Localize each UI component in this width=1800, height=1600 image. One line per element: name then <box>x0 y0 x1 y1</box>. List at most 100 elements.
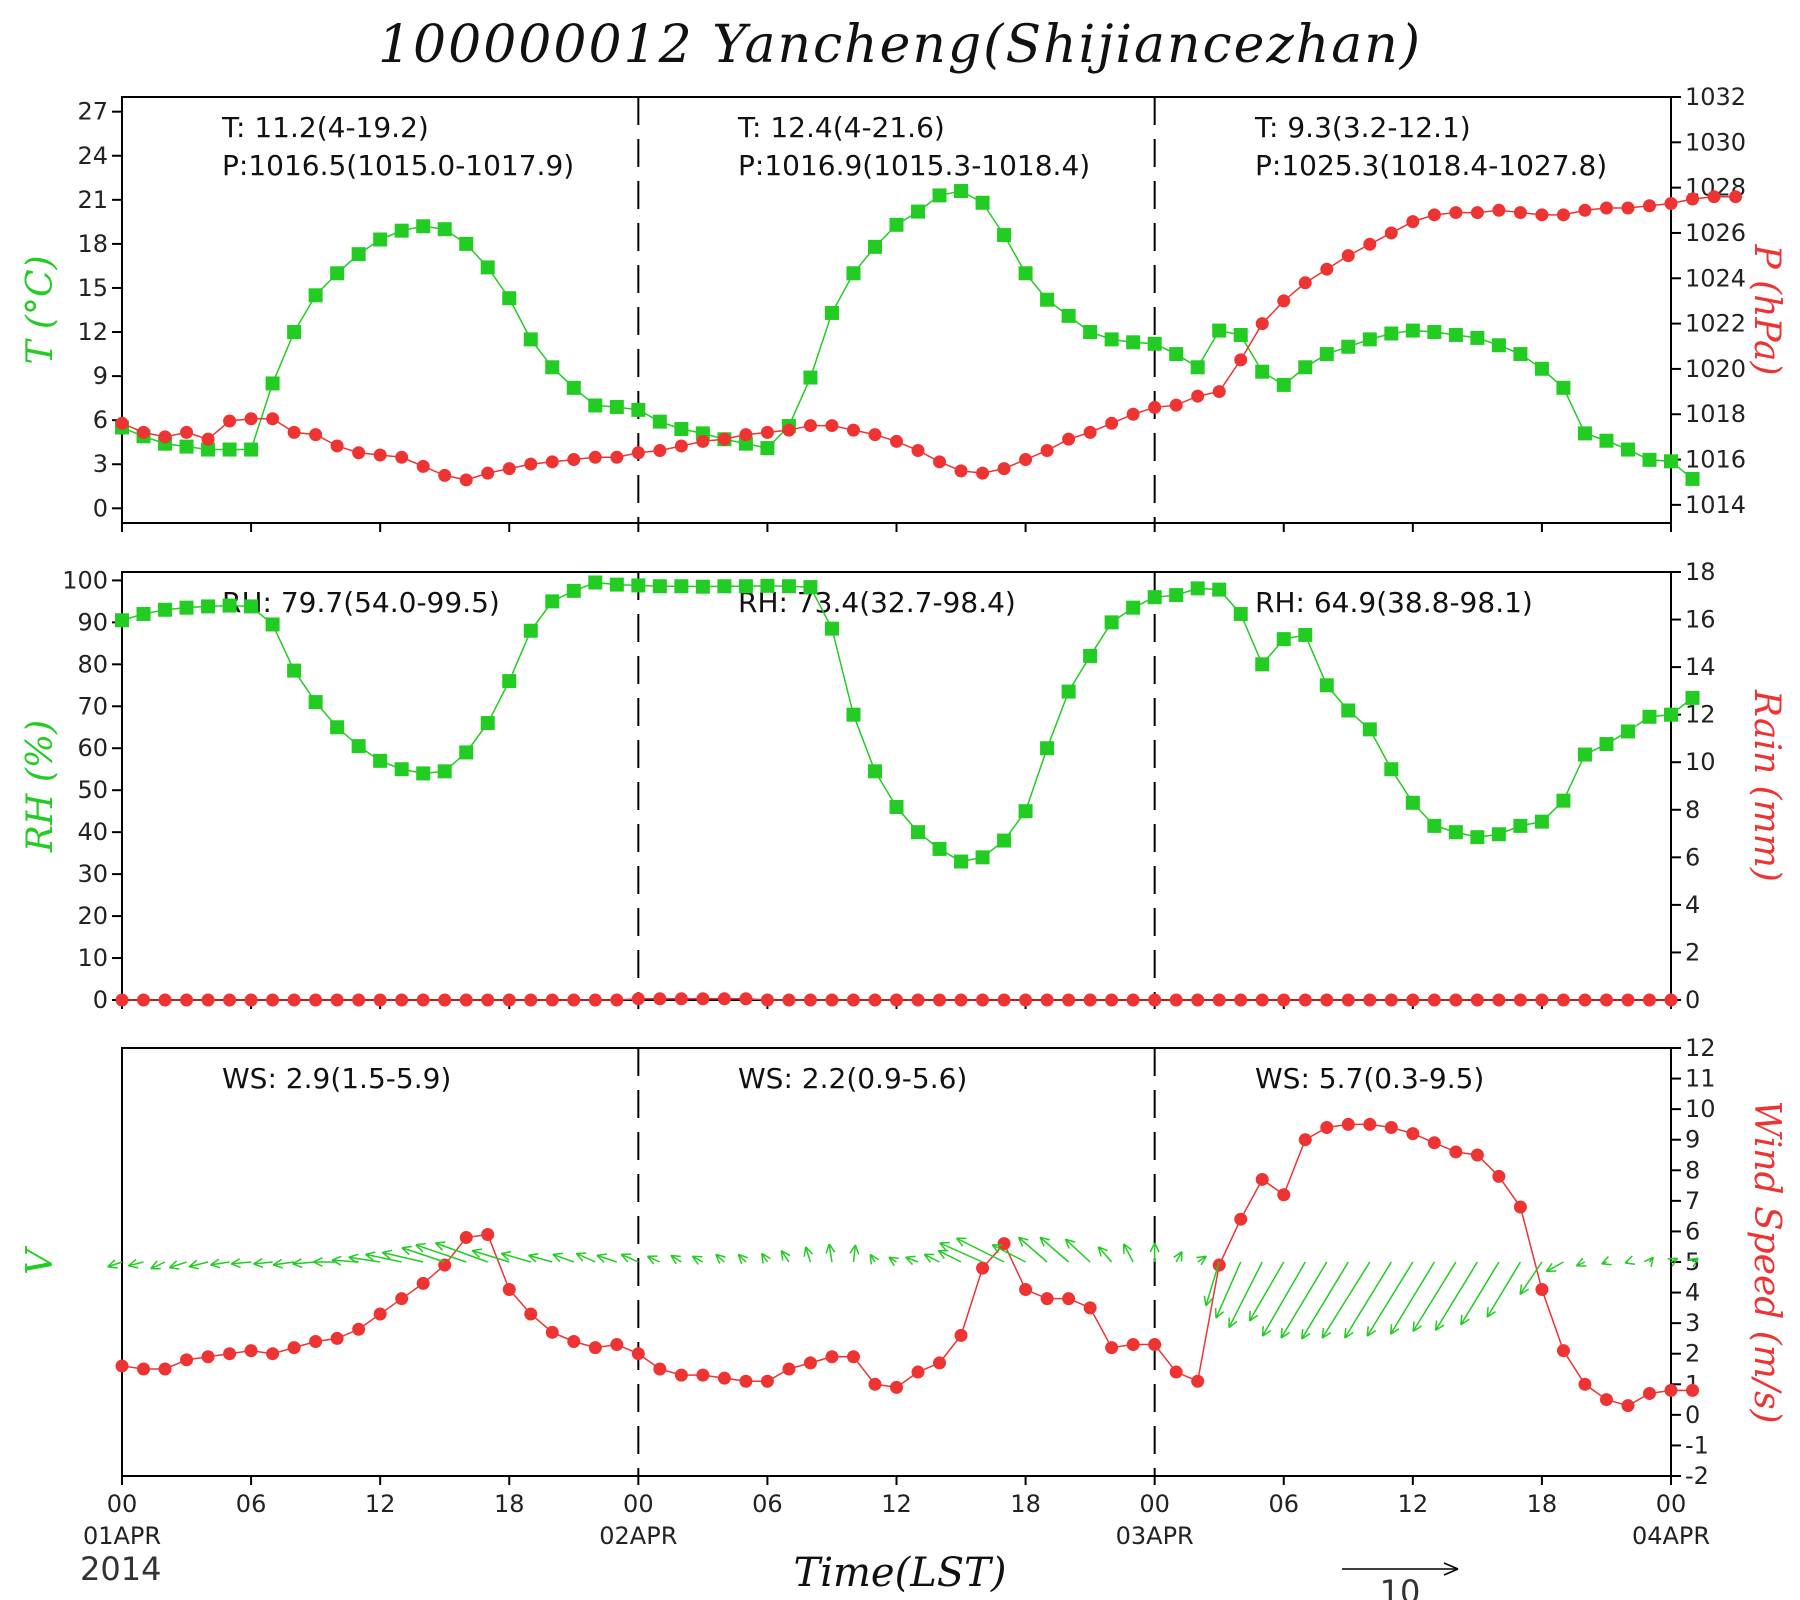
data-point <box>1686 192 1700 206</box>
data-point <box>1169 398 1183 412</box>
data-point <box>911 825 926 840</box>
y-right-tick-label: 10 <box>1685 748 1716 776</box>
data-point <box>846 993 860 1007</box>
data-point <box>782 423 796 437</box>
wind-vector-head <box>188 1259 198 1268</box>
data-point <box>1492 203 1506 217</box>
data-point <box>1621 1399 1635 1413</box>
data-point <box>1298 276 1312 290</box>
data-point <box>717 432 731 446</box>
wind-vector-head <box>1203 1295 1207 1306</box>
wind-vector <box>991 1244 1026 1263</box>
wind-vector-head <box>401 1245 412 1249</box>
data-point <box>373 232 388 247</box>
y-right-tick-label: 8 <box>1685 1156 1700 1184</box>
data-point <box>1126 600 1141 615</box>
wind-vector-head <box>471 1250 481 1258</box>
wind-vector <box>692 1255 704 1263</box>
wind-vector-head <box>620 1253 629 1263</box>
data-point <box>1620 724 1635 739</box>
data-point <box>158 993 172 1007</box>
data-point <box>1212 385 1226 399</box>
data-point <box>1062 993 1076 1007</box>
wind-vector-head <box>1017 1237 1024 1247</box>
panel-wind: -2-10123456789101112VWind Speed (m/s)WS:… <box>20 1034 1787 1490</box>
data-point <box>1040 993 1054 1007</box>
data-point <box>1599 433 1614 448</box>
wind-vector <box>1280 1261 1328 1339</box>
x-hour-label: 00 <box>107 1490 138 1518</box>
wind-vector-head <box>1412 1325 1422 1332</box>
y-right-tick-label: 0 <box>1685 1401 1700 1429</box>
data-point <box>717 992 731 1006</box>
stats-annotation: WS: 5.7(0.3-9.5) <box>1255 1062 1484 1095</box>
wind-vector-head <box>1200 1255 1207 1266</box>
y-right-tick-label: 11 <box>1685 1065 1716 1093</box>
y-left-axis-label: RH (%) <box>20 720 61 853</box>
wind-vector <box>382 1251 424 1263</box>
data-point <box>201 442 216 457</box>
wind-vector-head <box>1301 1332 1311 1340</box>
wind-vector <box>552 1253 575 1263</box>
data-point <box>1406 1127 1420 1141</box>
data-point <box>1212 323 1227 338</box>
wind-vector <box>1412 1261 1457 1332</box>
wind-vector-head <box>1460 1318 1470 1326</box>
wind-vector-head <box>1519 1288 1530 1295</box>
wind-vector-head <box>991 1244 999 1254</box>
wind-vector-head <box>575 1252 584 1262</box>
stats-annotation: P:1016.9(1015.3-1018.4) <box>738 149 1090 182</box>
data-point <box>1664 993 1678 1007</box>
wind-vector-head <box>1280 1331 1290 1339</box>
data-point <box>976 993 990 1007</box>
wind-vector <box>128 1261 144 1267</box>
data-point <box>976 1261 990 1275</box>
y-right-tick-label: 1024 <box>1685 264 1746 292</box>
data-point <box>1362 722 1377 737</box>
data-point <box>1212 993 1226 1007</box>
data-point <box>911 993 925 1007</box>
data-point <box>1577 747 1592 762</box>
data-point <box>438 1258 452 1272</box>
wind-vector <box>596 1254 618 1263</box>
wind-vector <box>401 1247 445 1263</box>
data-point <box>1513 206 1527 220</box>
wind-vector-head <box>1173 1250 1183 1258</box>
data-point <box>1534 814 1549 829</box>
wind-vector <box>1366 1261 1414 1337</box>
data-point <box>1298 360 1313 375</box>
data-point <box>1427 818 1442 833</box>
data-point <box>890 434 903 448</box>
wind-vector-head <box>1545 1262 1553 1272</box>
data-point <box>1578 203 1592 217</box>
data-point <box>158 602 173 617</box>
data-point <box>631 402 646 417</box>
data-point <box>653 1362 667 1376</box>
wind-vector-head <box>1625 1262 1636 1265</box>
wind-vector-head <box>1321 1327 1325 1339</box>
data-point <box>566 380 581 395</box>
data-point <box>1298 993 1312 1007</box>
data-point <box>1341 703 1356 718</box>
wind-vector <box>937 1249 962 1263</box>
data-point <box>890 1380 903 1394</box>
wind-vector-head <box>1248 1310 1252 1321</box>
data-point <box>1621 201 1635 215</box>
y-right-tick-label: 10 <box>1685 1095 1716 1123</box>
data-point <box>1040 741 1055 756</box>
y-left-tick-label: 30 <box>77 860 108 888</box>
data-point <box>1019 993 1033 1007</box>
data-point <box>890 993 903 1007</box>
wind-vector-head <box>331 1259 342 1266</box>
data-point <box>1556 1344 1570 1358</box>
data-point <box>330 439 344 453</box>
data-point <box>696 992 710 1006</box>
y-right-tick-label: 6 <box>1685 843 1700 871</box>
wind-vector-head <box>596 1253 607 1257</box>
data-point <box>137 1362 151 1376</box>
reference-vector-head <box>1443 1562 1459 1570</box>
data-point <box>674 421 689 436</box>
data-point <box>933 455 947 469</box>
data-point <box>954 184 969 199</box>
